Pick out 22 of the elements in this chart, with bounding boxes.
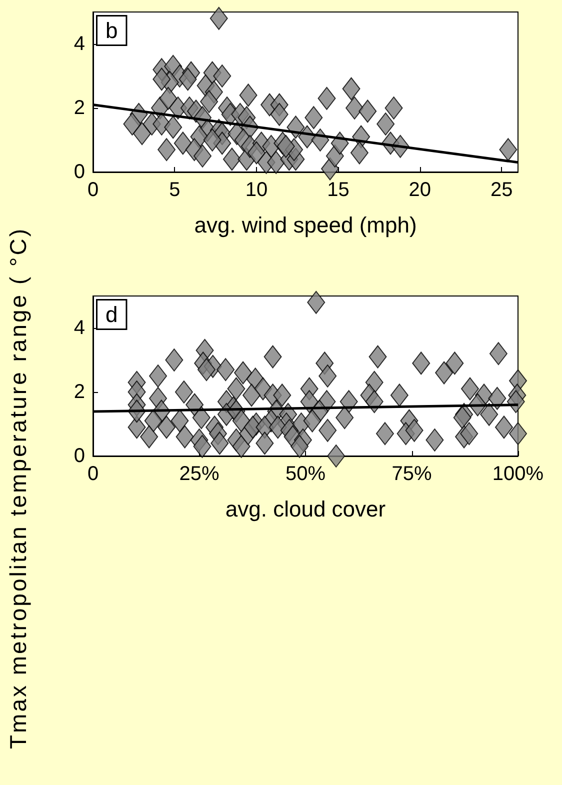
y-tick-label: 2 (74, 381, 85, 403)
annotation: d (106, 302, 118, 327)
annotation: b (106, 18, 118, 43)
x-tick-label: 100% (492, 463, 544, 485)
x-tick-label: 25% (179, 463, 220, 485)
y-tick-label: 2 (74, 97, 85, 119)
y-tick-label: 0 (74, 445, 85, 467)
y-axis-title: Tmax metropolitan temperature range ( °C) (4, 226, 32, 751)
x-tick-label: 0 (87, 179, 99, 201)
y-tick-label: 0 (74, 161, 85, 183)
x-tick-label: 10 (245, 179, 268, 201)
y-tick-label: 4 (74, 317, 85, 339)
x-tick-label: 25 (490, 179, 513, 201)
x-axis-title: avg. wind speed (mph) (194, 212, 417, 238)
x-tick-label: 15 (327, 179, 350, 201)
x-axis-title: avg. cloud cover (225, 496, 386, 522)
x-tick-label: 50% (285, 463, 326, 485)
x-tick-label: 20 (408, 179, 432, 201)
y-tick-label: 4 (74, 33, 85, 55)
x-tick-label: 75% (392, 463, 432, 485)
x-tick-label: 5 (169, 179, 180, 201)
x-tick-label: 0 (87, 463, 99, 485)
